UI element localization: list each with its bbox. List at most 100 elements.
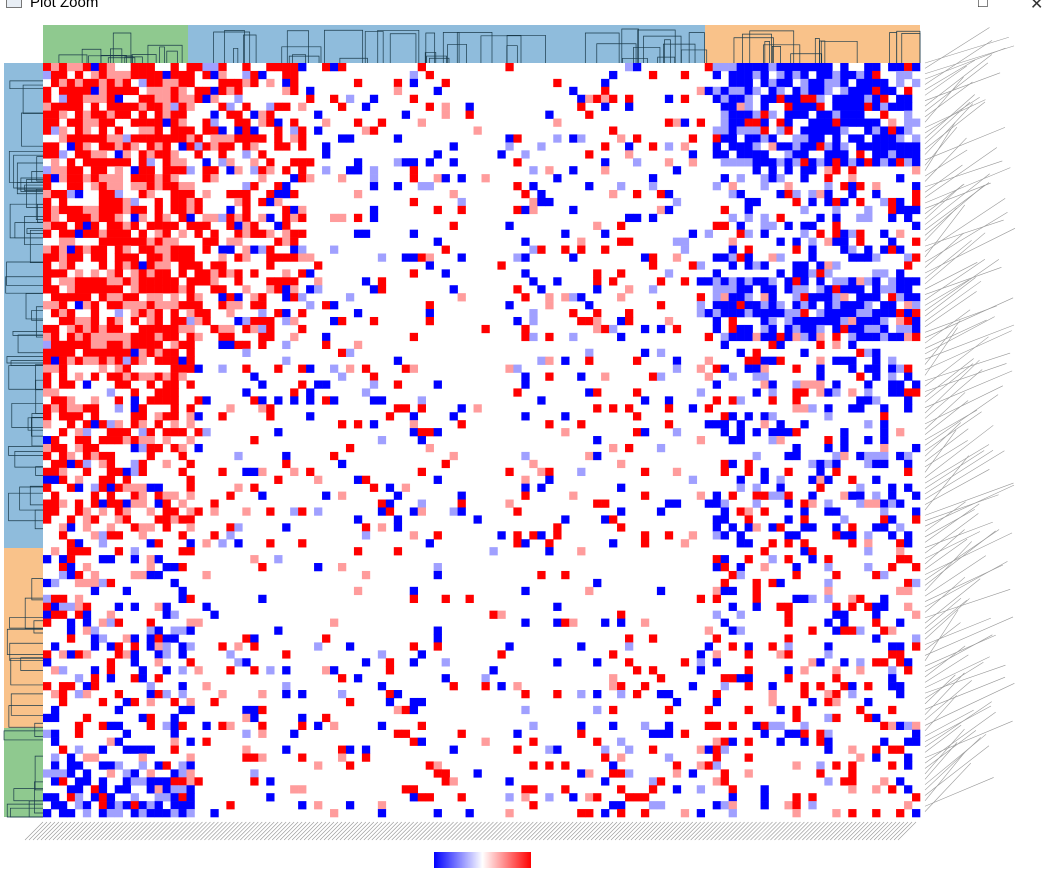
heatmap-cell <box>696 785 706 794</box>
heatmap-cell <box>784 158 793 167</box>
heatmap-cell <box>672 237 682 246</box>
heatmap-cell <box>593 404 602 413</box>
heatmap-cell <box>43 142 52 151</box>
heatmap-cell <box>792 86 801 96</box>
heatmap-cell <box>904 102 913 111</box>
heatmap-cell <box>66 650 76 659</box>
column-label-mark <box>873 821 893 841</box>
heatmap-cell <box>114 277 124 286</box>
heatmap-cell <box>98 555 108 564</box>
column-label-mark <box>48 821 68 841</box>
heatmap-cell <box>728 94 737 103</box>
row-label-mark <box>924 81 973 118</box>
column-label-mark <box>706 821 725 841</box>
heatmap-cell <box>856 666 865 675</box>
heatmap-cell <box>114 285 124 294</box>
heatmap-cell <box>258 729 267 738</box>
heatmap-cell <box>888 705 897 715</box>
heatmap-cell <box>130 745 139 754</box>
heatmap-cell <box>768 428 777 437</box>
heatmap-cell <box>808 94 817 103</box>
heatmap-cell <box>74 253 84 262</box>
heatmap-cell <box>122 102 131 111</box>
heatmap-cell <box>816 316 825 326</box>
heatmap-cell <box>545 547 554 556</box>
heatmap-cell <box>824 197 833 207</box>
heatmap-cell <box>202 126 211 135</box>
heatmap-cell <box>848 110 857 119</box>
heatmap-cell <box>736 301 745 310</box>
heatmap-cell <box>728 459 737 469</box>
heatmap-cell <box>226 309 235 318</box>
heatmap-cell <box>50 761 60 770</box>
heatmap-cell <box>529 531 538 540</box>
heatmap-cell <box>58 134 68 143</box>
heatmap-cell <box>521 324 530 334</box>
heatmap-cell <box>122 380 131 389</box>
heatmap-cell <box>736 142 745 151</box>
heatmap-cell <box>632 388 642 397</box>
dendrogram-branch <box>34 755 43 791</box>
row-label-mark <box>924 327 958 376</box>
heatmap-cell <box>888 650 897 659</box>
heatmap-cell <box>521 451 530 461</box>
heatmap-cell <box>824 158 833 167</box>
heatmap-cell <box>768 491 777 500</box>
heatmap-cell <box>250 182 259 191</box>
heatmap-cell <box>888 761 897 770</box>
heatmap-cell <box>138 78 147 88</box>
heatmap-cell <box>82 126 92 135</box>
heatmap-cell <box>186 166 195 175</box>
column-label-mark <box>794 821 813 841</box>
dendrogram-branch <box>657 56 676 63</box>
heatmap-cell <box>537 570 546 580</box>
heatmap-cell <box>784 285 793 294</box>
heatmap-cell <box>250 293 259 302</box>
heatmap-cell <box>66 618 76 627</box>
heatmap-cell <box>720 63 729 72</box>
heatmap-cell <box>130 118 139 127</box>
heatmap-cell <box>314 563 323 572</box>
heatmap-cell <box>242 253 251 262</box>
heatmap-cell <box>577 245 586 254</box>
heatmap-cell <box>258 166 267 175</box>
heatmap-cell <box>728 277 737 286</box>
heatmap-cell <box>856 332 865 342</box>
heatmap-cell <box>712 697 721 707</box>
heatmap-cell <box>832 94 841 103</box>
dendrogram-branch <box>6 261 43 286</box>
row-label-mark <box>924 164 963 193</box>
close-button[interactable]: ✕ <box>1030 0 1044 13</box>
heatmap-cell <box>433 634 442 643</box>
heatmap-cell <box>122 348 131 357</box>
heatmap-cell <box>106 340 116 350</box>
heatmap-cell <box>409 229 419 238</box>
heatmap-cell <box>122 253 131 262</box>
maximize-button[interactable]: □ <box>978 0 988 11</box>
heatmap-cell <box>625 658 634 667</box>
column-label-mark <box>857 821 877 841</box>
heatmap-cell <box>146 301 155 310</box>
heatmap-cell <box>74 285 84 294</box>
heatmap-cell <box>353 118 363 127</box>
heatmap-cell <box>234 539 243 548</box>
row-label-mark <box>924 674 956 705</box>
heatmap-cell <box>250 634 259 643</box>
heatmap-cell <box>234 301 243 310</box>
heatmap-cell <box>752 118 761 127</box>
heatmap-cell <box>43 70 52 80</box>
heatmap-cell <box>306 94 315 103</box>
heatmap-cell <box>178 467 187 477</box>
dendrogram-branch <box>621 28 639 63</box>
heatmap-cell <box>114 396 124 405</box>
heatmap-cell <box>521 793 530 802</box>
heatmap-cell <box>250 467 259 477</box>
heatmap-cell <box>704 721 714 730</box>
heatmap-cell <box>640 618 650 627</box>
heatmap-cell <box>760 213 769 223</box>
heatmap-cell <box>138 491 147 500</box>
heatmap-cell <box>66 602 76 611</box>
heatmap-cell <box>800 293 809 302</box>
heatmap-cell <box>465 102 474 111</box>
heatmap-cell <box>114 158 124 167</box>
